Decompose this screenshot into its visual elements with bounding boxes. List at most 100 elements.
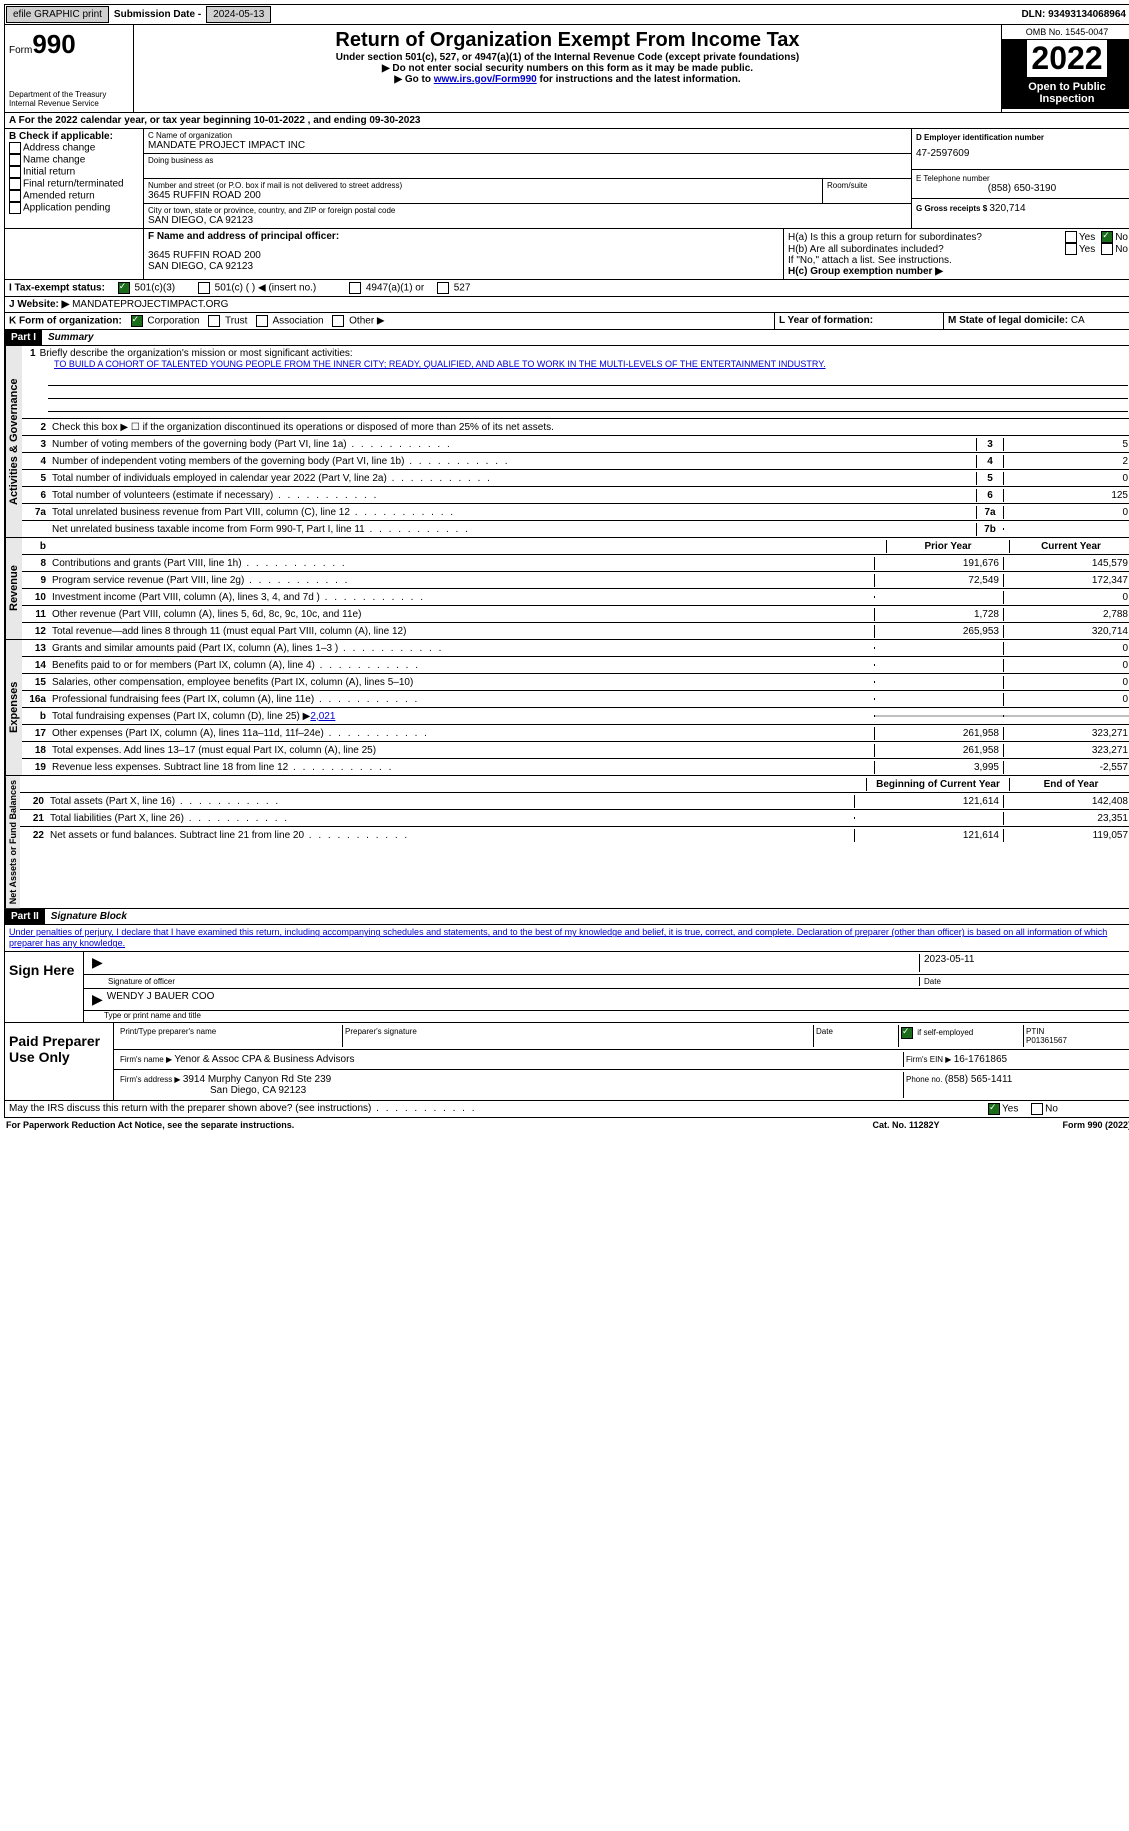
- subtitle-2: ▶ Do not enter social security numbers o…: [138, 63, 997, 74]
- line7a-val: 0: [1003, 506, 1129, 519]
- part1-badge: Part I: [5, 330, 42, 345]
- city: SAN DIEGO, CA 92123: [148, 215, 907, 226]
- discuss-no-checkbox[interactable]: [1031, 1103, 1043, 1115]
- line3: Number of voting members of the governin…: [50, 438, 976, 451]
- amended-checkbox[interactable]: [9, 190, 21, 202]
- corp-checkbox[interactable]: [131, 315, 143, 327]
- exp-vlabel: Expenses: [5, 640, 22, 775]
- line2: Check this box ▶ ☐ if the organization d…: [50, 421, 1129, 434]
- dept-label: Department of the Treasury: [9, 90, 129, 99]
- sig-officer-label: Signature of officer: [88, 977, 919, 986]
- org-name: MANDATE PROJECT IMPACT INC: [148, 140, 907, 151]
- section-bcdeg: B Check if applicable: Address change Na…: [4, 129, 1129, 229]
- c-label: C Name of organization: [148, 131, 907, 140]
- firm-ein-label: Firm's EIN ▶: [906, 1055, 954, 1064]
- k-label: K Form of organization:: [9, 316, 122, 327]
- rev-vlabel: Revenue: [5, 538, 22, 639]
- officer-addr1: 3645 RUFFIN ROAD 200: [148, 250, 779, 261]
- arrow-icon: ▶: [88, 954, 107, 972]
- hb-label: H(b) Are all subordinates included?: [788, 244, 1065, 255]
- form-header: Form990 Department of the Treasury Inter…: [4, 25, 1129, 113]
- 4947-checkbox[interactable]: [349, 282, 361, 294]
- prep-sig-label: Preparer's signature: [343, 1025, 814, 1047]
- name-change-checkbox[interactable]: [9, 154, 21, 166]
- tax-year: 2022: [1002, 40, 1129, 77]
- firm-addr-label: Firm's address ▶: [120, 1075, 183, 1084]
- line3-val: 5: [1003, 438, 1129, 451]
- line14: Benefits paid to or for members (Part IX…: [50, 659, 874, 672]
- i-label: I Tax-exempt status:: [9, 283, 105, 294]
- page-footer: For Paperwork Reduction Act Notice, see …: [4, 1118, 1129, 1132]
- app-pending-checkbox[interactable]: [9, 202, 21, 214]
- line18: Total expenses. Add lines 13–17 (must eq…: [50, 744, 874, 757]
- d-label: D Employer identification number: [916, 133, 1128, 142]
- line15: Salaries, other compensation, employee b…: [50, 676, 874, 689]
- trust-checkbox[interactable]: [208, 315, 220, 327]
- part1-header: Part I Summary: [4, 330, 1129, 346]
- h-note: If "No," attach a list. See instructions…: [788, 255, 1128, 266]
- discuss-yes-checkbox[interactable]: [988, 1103, 1000, 1115]
- hb-no-checkbox[interactable]: [1101, 243, 1113, 255]
- line8: Contributions and grants (Part VIII, lin…: [50, 557, 874, 570]
- top-bar: efile GRAPHIC print Submission Date - 20…: [4, 4, 1129, 25]
- ha-no-checkbox[interactable]: [1101, 231, 1113, 243]
- firm-addr1: 3914 Murphy Canyon Rd Ste 239: [183, 1074, 331, 1085]
- form-label: Form: [9, 45, 32, 56]
- hc-label: H(c) Group exemption number ▶: [788, 266, 1128, 277]
- mission: TO BUILD A COHORT OF TALENTED YOUNG PEOP…: [26, 359, 826, 369]
- subtitle-1: Under section 501(c), 527, or 4947(a)(1)…: [138, 52, 997, 63]
- room-label: Room/suite: [823, 179, 911, 203]
- irs-link[interactable]: www.irs.gov/Form990: [434, 74, 537, 85]
- line6: Total number of volunteers (estimate if …: [50, 489, 976, 502]
- part2-title: Signature Block: [45, 911, 127, 922]
- efile-button[interactable]: efile GRAPHIC print: [6, 6, 109, 23]
- assoc-checkbox[interactable]: [256, 315, 268, 327]
- city-label: City or town, state or province, country…: [148, 206, 907, 215]
- 527-checkbox[interactable]: [437, 282, 449, 294]
- addr-change-checkbox[interactable]: [9, 142, 21, 154]
- paid-preparer-label: Paid Preparer Use Only: [5, 1023, 114, 1100]
- line16a: Professional fundraising fees (Part IX, …: [50, 693, 874, 706]
- pra-notice: For Paperwork Reduction Act Notice, see …: [6, 1120, 831, 1130]
- form-number: 990: [32, 29, 75, 59]
- activities-governance: Activities & Governance 1Briefly describ…: [4, 346, 1129, 538]
- ag-vlabel: Activities & Governance: [5, 346, 22, 537]
- line5: Total number of individuals employed in …: [50, 472, 976, 485]
- line12: Total revenue—add lines 8 through 11 (mu…: [50, 625, 874, 638]
- line17: Other expenses (Part IX, column (A), lin…: [50, 727, 874, 740]
- section-fh: F Name and address of principal officer:…: [4, 229, 1129, 280]
- type-name-label: Type or print name and title: [84, 1011, 1129, 1022]
- form-title: Return of Organization Exempt From Incom…: [138, 29, 997, 52]
- m-label: M State of legal domicile:: [948, 315, 1071, 326]
- expenses-section: Expenses 13Grants and similar amounts pa…: [4, 640, 1129, 776]
- line7b-val: [1003, 528, 1129, 530]
- e-label: E Telephone number: [916, 174, 1128, 183]
- firm-phone-label: Phone no.: [906, 1075, 945, 1084]
- hb-yes-checkbox[interactable]: [1065, 243, 1077, 255]
- line-i: I Tax-exempt status: 501(c)(3) 501(c) ( …: [4, 280, 1129, 297]
- arrow-icon: ▶: [88, 991, 107, 1008]
- officer-addr2: SAN DIEGO, CA 92123: [148, 261, 779, 272]
- self-employed-checkbox[interactable]: [901, 1027, 913, 1039]
- discuss-label: May the IRS discuss this return with the…: [9, 1103, 477, 1114]
- begin-year-hdr: Beginning of Current Year: [866, 778, 1009, 791]
- submission-label: Submission Date -: [110, 9, 205, 20]
- ha-yes-checkbox[interactable]: [1065, 231, 1077, 243]
- 501c-checkbox[interactable]: [198, 282, 210, 294]
- line5-val: 0: [1003, 472, 1129, 485]
- net-assets-section: Net Assets or Fund Balances Beginning of…: [4, 776, 1129, 909]
- form-footer: Form 990 (2022): [981, 1120, 1129, 1130]
- ein: 47-2597609: [916, 142, 1128, 165]
- prep-date-label: Date: [814, 1025, 899, 1047]
- sign-here-label: Sign Here: [5, 952, 84, 1022]
- sign-here-block: Sign Here ▶ 2023-05-11 Signature of offi…: [4, 952, 1129, 1023]
- 501c3-checkbox[interactable]: [118, 282, 130, 294]
- line4-val: 2: [1003, 455, 1129, 468]
- line13: Grants and similar amounts paid (Part IX…: [50, 642, 874, 655]
- initial-return-checkbox[interactable]: [9, 166, 21, 178]
- final-return-checkbox[interactable]: [9, 178, 21, 190]
- f-label: F Name and address of principal officer:: [148, 231, 779, 242]
- line21: Total liabilities (Part X, line 26): [48, 812, 854, 825]
- other-checkbox[interactable]: [332, 315, 344, 327]
- dln: DLN: 93493134068964: [1021, 9, 1129, 20]
